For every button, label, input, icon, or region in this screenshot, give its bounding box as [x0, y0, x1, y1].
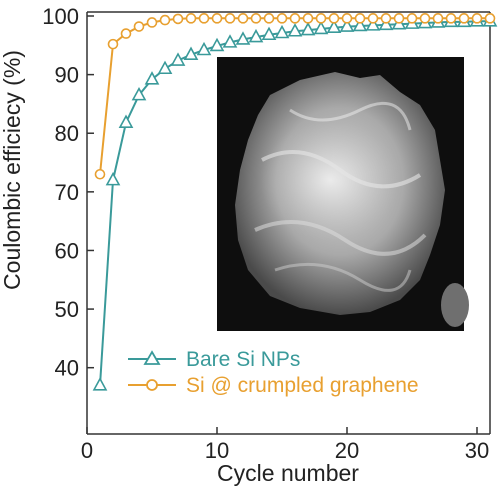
data-point-circle	[328, 13, 340, 24]
x-tick-label: 0	[81, 438, 93, 463]
data-point-circle	[471, 13, 483, 24]
data-point-triangle	[378, 16, 394, 31]
data-point-circle	[315, 13, 327, 24]
y-tick-label: 60	[55, 238, 79, 263]
legend-label-crumpled-graphene: Si @ crumpled graphene	[186, 374, 419, 397]
x-tick-label: 10	[205, 438, 229, 463]
data-point-circle	[289, 13, 301, 24]
data-point-triangle	[274, 24, 290, 39]
x-tick-label: 30	[465, 438, 489, 463]
data-point-circle	[458, 13, 470, 24]
legend-circle-marker	[146, 379, 158, 391]
data-point-triangle	[235, 31, 251, 45]
data-point-circle	[276, 13, 288, 24]
data-point-circle	[354, 13, 366, 24]
data-point-triangle	[118, 114, 134, 128]
data-point-triangle	[105, 171, 121, 186]
data-point-circle	[341, 13, 353, 24]
data-point-circle	[224, 13, 236, 24]
data-point-triangle	[352, 17, 368, 32]
data-point-circle	[159, 14, 171, 26]
data-point-circle	[484, 13, 496, 24]
data-point-circle	[263, 13, 275, 24]
data-point-circle	[250, 13, 262, 24]
y-tick-label: 40	[55, 356, 79, 381]
data-point-circle	[237, 13, 249, 24]
data-point-triangle	[365, 17, 381, 31]
data-point-triangle	[313, 20, 329, 35]
data-point-triangle	[196, 41, 212, 56]
y-tick-label: 90	[55, 63, 79, 88]
data-point-triangle	[248, 28, 264, 43]
data-point-triangle	[222, 34, 238, 48]
data-point-triangle	[326, 19, 342, 34]
data-point-circle	[172, 13, 184, 25]
y-tick-label: 50	[55, 297, 79, 322]
data-point-triangle	[339, 18, 355, 32]
x-axis-title: Cycle number	[217, 460, 359, 486]
legend: Bare Si NPs Si @ crumpled graphene	[128, 348, 419, 397]
data-point-triangle	[287, 23, 303, 37]
plot-frame	[86, 11, 491, 435]
legend-item-bare-si: Bare Si NPs	[128, 348, 300, 371]
data-point-circle	[367, 13, 379, 24]
data-point-circle	[211, 13, 223, 24]
data-point-triangle	[300, 21, 316, 36]
data-point-circle	[432, 13, 444, 24]
data-point-triangle	[131, 86, 147, 101]
data-point-circle	[146, 17, 158, 28]
y-axis-title: Coulombic efficiecy (%)	[0, 50, 25, 290]
data-point-triangle	[170, 52, 186, 66]
data-point-triangle	[92, 377, 108, 391]
data-point-circle	[302, 13, 314, 24]
data-point-circle	[94, 168, 106, 180]
y-tick-label: 70	[55, 180, 79, 205]
data-point-circle	[419, 13, 431, 24]
data-point-triangle	[183, 46, 199, 60]
axis-ticks: 0 10 20 30 40 50 60 70 80 90 100	[42, 4, 489, 463]
x-tick-label: 20	[335, 438, 359, 463]
data-point-triangle	[144, 71, 160, 85]
data-point-circle	[185, 13, 197, 24]
data-point-circle	[133, 21, 145, 32]
data-point-circle	[198, 13, 210, 24]
data-point-circle	[107, 38, 119, 50]
data-point-triangle	[209, 37, 225, 52]
legend-label-bare-si: Bare Si NPs	[186, 348, 300, 371]
legend-triangle-marker	[143, 350, 161, 365]
data-point-triangle	[157, 60, 173, 75]
inset-micrograph	[217, 57, 469, 331]
series-markers	[92, 13, 498, 391]
legend-item-crumpled-graphene: Si @ crumpled graphene	[128, 374, 419, 397]
data-point-circle	[445, 13, 457, 24]
y-tick-label: 80	[55, 121, 79, 146]
data-point-triangle	[261, 26, 277, 41]
data-point-circle	[406, 13, 418, 24]
y-tick-label: 100	[42, 4, 79, 29]
data-point-circle	[393, 13, 405, 24]
data-point-circle	[120, 28, 132, 39]
data-point-circle	[380, 13, 392, 24]
